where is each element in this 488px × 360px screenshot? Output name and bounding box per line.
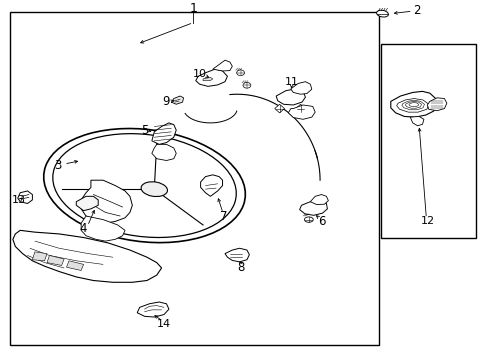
Polygon shape: [212, 60, 232, 71]
Polygon shape: [390, 91, 436, 117]
Polygon shape: [409, 116, 423, 126]
Bar: [10, 12, 378, 345]
Polygon shape: [137, 302, 168, 317]
Text: 5: 5: [141, 124, 148, 137]
Ellipse shape: [376, 10, 387, 17]
Text: 6: 6: [317, 215, 325, 228]
Bar: [380, 44, 475, 238]
Text: 11: 11: [285, 77, 299, 87]
Text: 10: 10: [192, 69, 206, 79]
Polygon shape: [47, 256, 64, 265]
Polygon shape: [66, 261, 83, 270]
Polygon shape: [224, 248, 249, 262]
Ellipse shape: [304, 217, 313, 222]
Ellipse shape: [236, 70, 244, 76]
Ellipse shape: [141, 182, 167, 197]
Polygon shape: [290, 82, 311, 94]
Ellipse shape: [53, 134, 236, 238]
Text: 14: 14: [157, 319, 171, 329]
Text: 4: 4: [80, 222, 87, 235]
Polygon shape: [171, 96, 183, 104]
Text: 13: 13: [12, 195, 26, 205]
Text: 2: 2: [412, 4, 420, 17]
Polygon shape: [274, 104, 284, 113]
Polygon shape: [288, 105, 315, 119]
Polygon shape: [81, 216, 125, 241]
Polygon shape: [310, 194, 328, 204]
Polygon shape: [276, 89, 305, 105]
Text: 7: 7: [220, 210, 227, 222]
Polygon shape: [152, 144, 176, 161]
Polygon shape: [200, 175, 222, 196]
Polygon shape: [203, 77, 212, 81]
Polygon shape: [295, 104, 305, 113]
Text: 12: 12: [420, 216, 434, 226]
Polygon shape: [76, 196, 98, 211]
Polygon shape: [13, 230, 161, 282]
Polygon shape: [299, 201, 327, 215]
Polygon shape: [195, 69, 227, 86]
Text: 1: 1: [189, 3, 197, 15]
Text: 9: 9: [163, 95, 170, 108]
Text: 8: 8: [237, 261, 244, 274]
Text: 3: 3: [55, 159, 62, 172]
Polygon shape: [427, 98, 446, 111]
Polygon shape: [81, 180, 132, 223]
Polygon shape: [396, 99, 428, 112]
Polygon shape: [18, 191, 32, 203]
Polygon shape: [32, 252, 47, 261]
Polygon shape: [152, 123, 176, 144]
Ellipse shape: [243, 82, 250, 88]
